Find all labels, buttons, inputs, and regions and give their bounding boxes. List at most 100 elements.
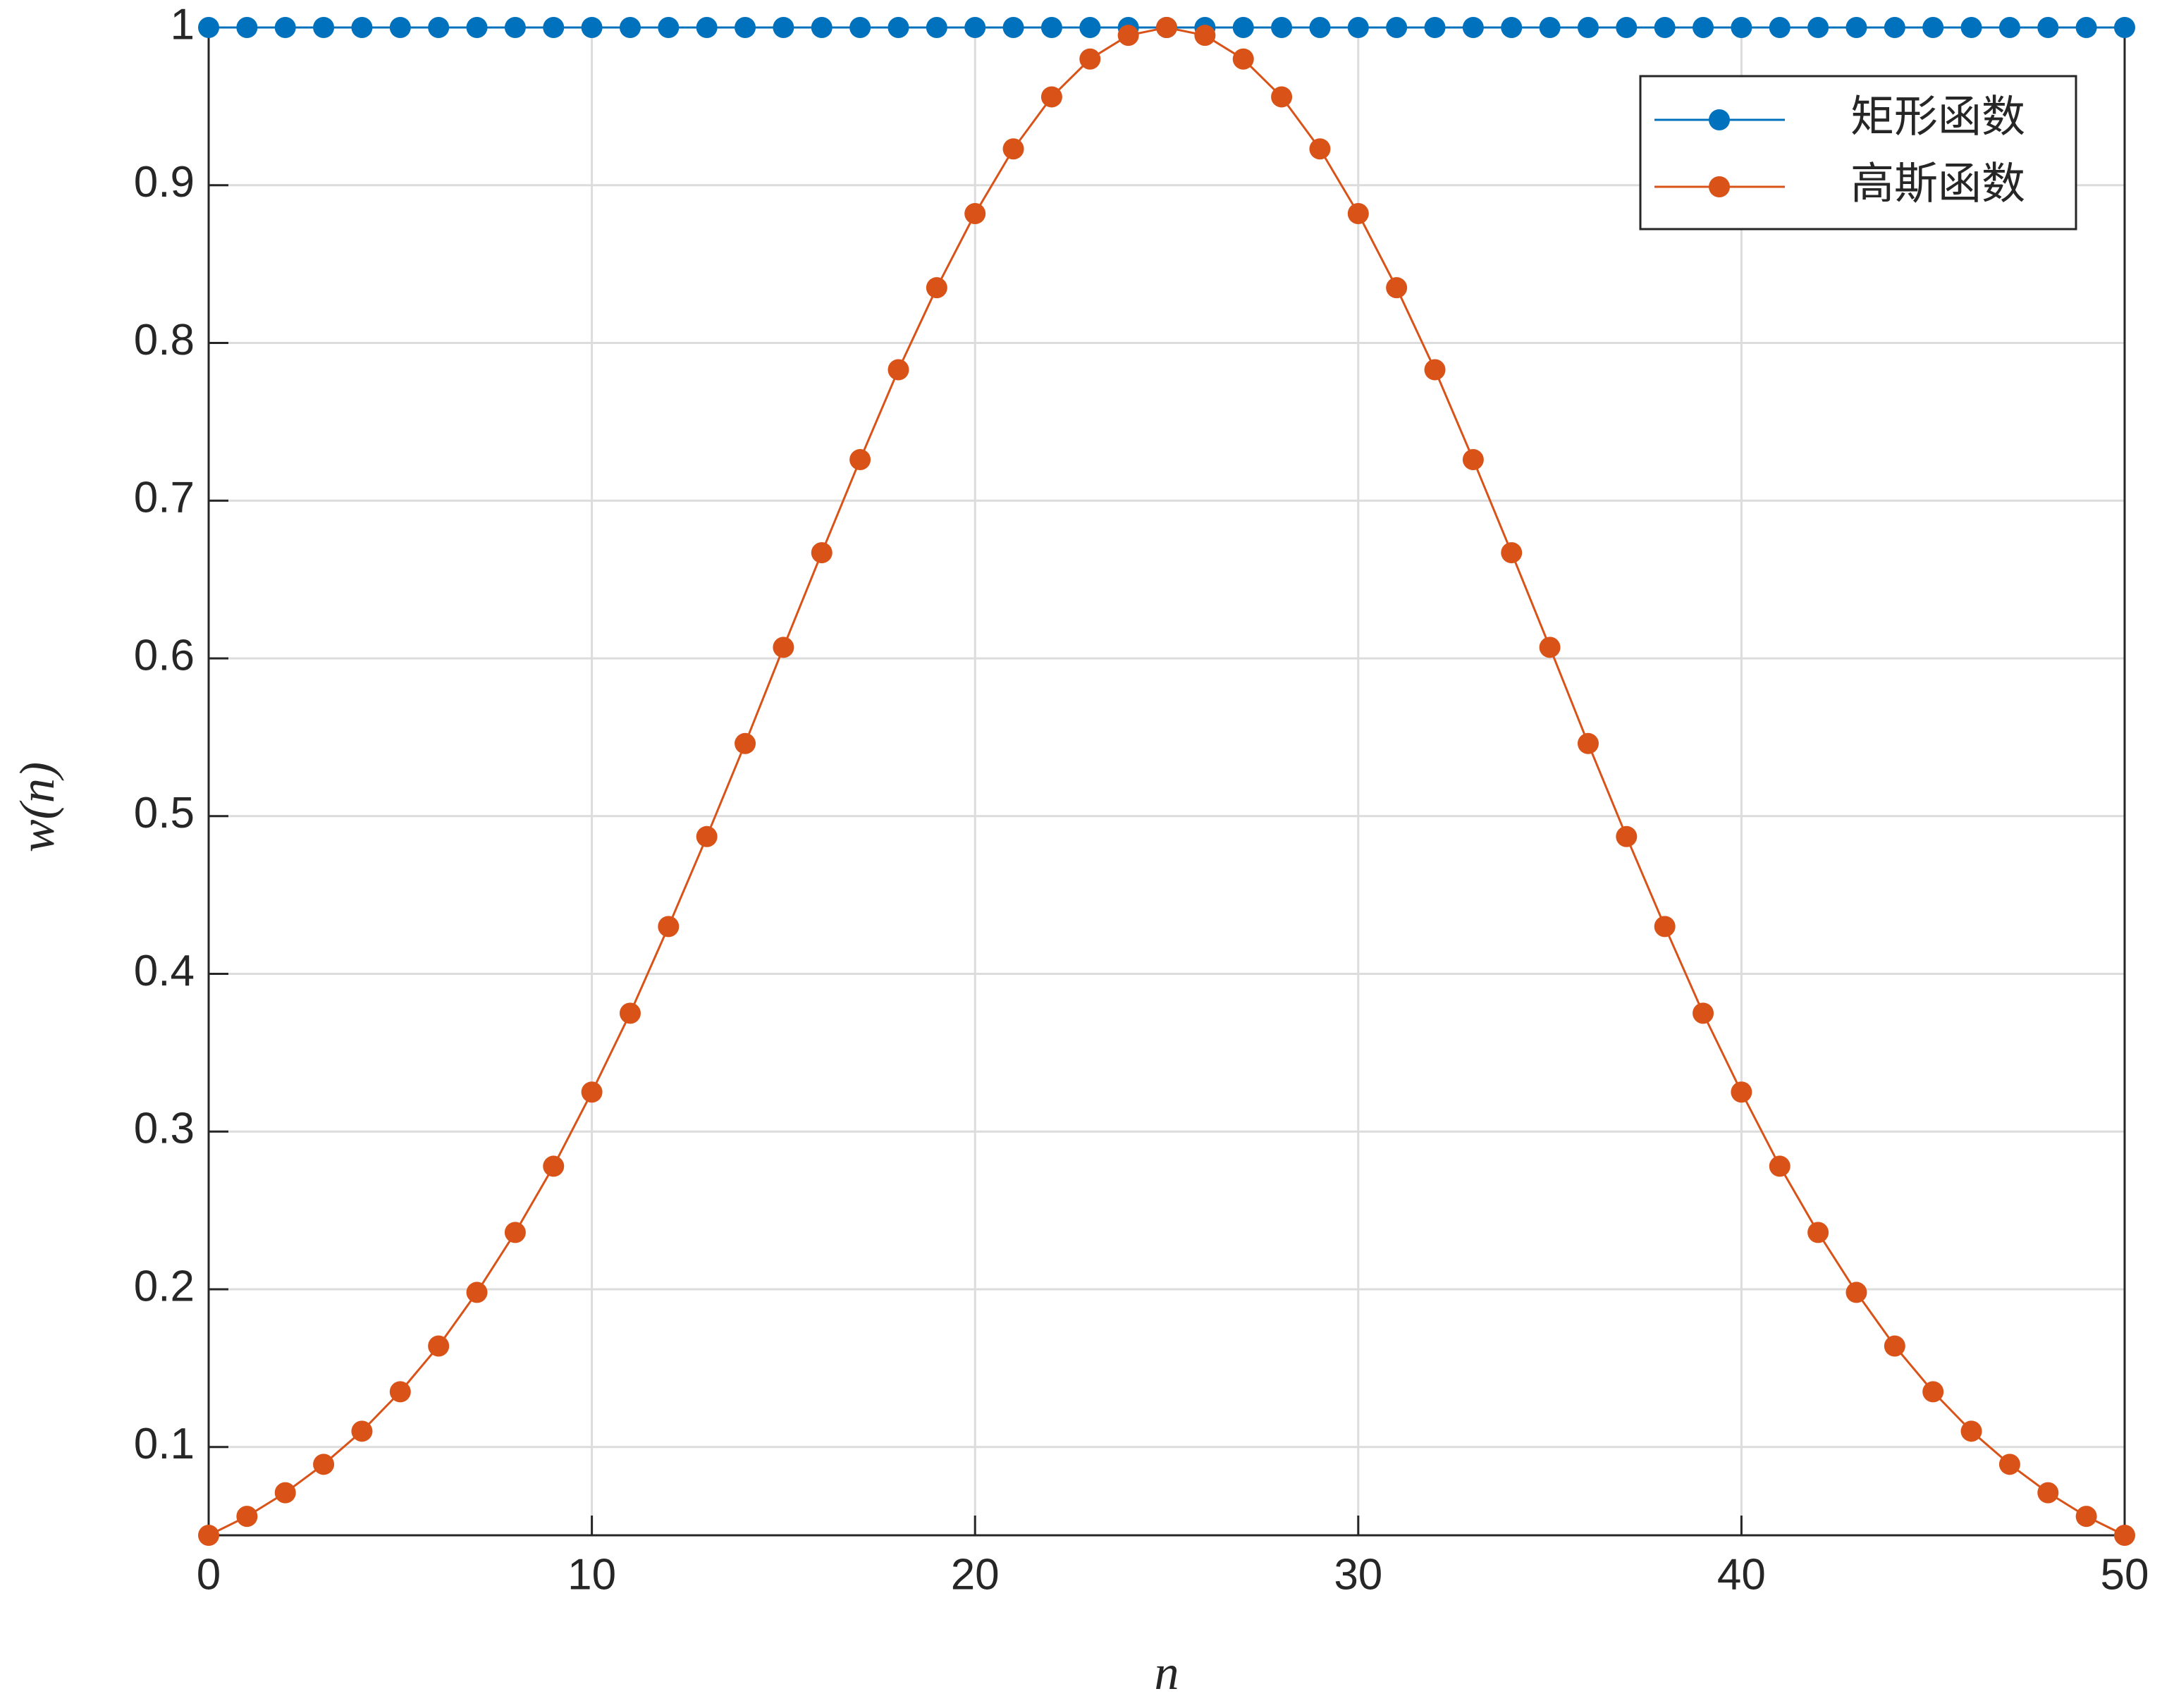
marker	[543, 17, 565, 38]
marker	[389, 17, 411, 38]
marker	[236, 1506, 258, 1528]
marker	[1462, 17, 1484, 38]
legend-box	[1639, 75, 2077, 231]
marker	[1998, 17, 2020, 38]
marker	[581, 17, 603, 38]
marker	[466, 1282, 488, 1303]
marker	[1807, 1222, 1829, 1243]
y-axis-label: w(n)	[11, 762, 65, 852]
y-tick-label: 0.7	[134, 474, 195, 522]
marker	[1845, 1282, 1867, 1303]
marker	[926, 17, 947, 38]
marker	[1769, 17, 1791, 38]
y-tick-label: 1	[171, 0, 195, 49]
legend-marker	[1709, 109, 1730, 130]
marker	[1040, 17, 1062, 38]
marker	[1386, 17, 1408, 38]
marker	[1922, 17, 1944, 38]
marker	[773, 17, 794, 38]
marker	[1998, 1454, 2020, 1475]
marker	[313, 17, 335, 38]
marker	[2075, 17, 2097, 38]
marker	[543, 1155, 565, 1177]
marker	[351, 17, 373, 38]
marker	[1002, 17, 1024, 38]
marker	[313, 1454, 335, 1475]
marker	[619, 17, 641, 38]
marker	[1807, 17, 1829, 38]
legend-label: 矩形函数	[1850, 92, 2025, 141]
marker	[1232, 17, 1254, 38]
x-tick-label: 20	[951, 1550, 1000, 1599]
marker	[1386, 277, 1408, 299]
marker	[198, 17, 219, 38]
marker	[389, 1381, 411, 1403]
marker	[2075, 1506, 2097, 1528]
y-tick-label: 0.5	[134, 789, 195, 837]
marker	[1347, 17, 1369, 38]
marker	[1616, 825, 1638, 847]
marker	[1960, 1420, 1982, 1442]
marker	[619, 1002, 641, 1024]
marker	[1424, 17, 1446, 38]
marker	[1922, 1381, 1944, 1403]
marker	[1079, 48, 1101, 70]
y-tick-label: 0.2	[134, 1262, 195, 1310]
marker	[1960, 17, 1982, 38]
marker	[1232, 48, 1254, 70]
marker	[428, 17, 450, 38]
marker	[696, 17, 718, 38]
marker	[964, 17, 986, 38]
marker	[581, 1081, 603, 1103]
y-tick-label: 0.8	[134, 316, 195, 364]
y-tick-label: 0.1	[134, 1420, 195, 1468]
marker	[1845, 17, 1867, 38]
marker	[1731, 17, 1752, 38]
marker	[1769, 1155, 1791, 1177]
marker	[1731, 1081, 1752, 1103]
marker	[1347, 203, 1369, 225]
marker	[1309, 138, 1331, 160]
marker	[274, 1482, 296, 1504]
marker	[1654, 17, 1676, 38]
marker	[735, 17, 756, 38]
marker	[2037, 17, 2059, 38]
marker	[1271, 86, 1293, 108]
marker	[274, 17, 296, 38]
y-tick-label: 0.6	[134, 631, 195, 680]
marker	[1040, 86, 1062, 108]
x-tick-label: 0	[197, 1550, 221, 1599]
marker	[964, 203, 986, 225]
marker	[1539, 17, 1561, 38]
marker	[811, 542, 833, 564]
y-tick-label: 0.4	[134, 947, 195, 995]
marker	[773, 637, 794, 658]
marker	[1271, 17, 1293, 38]
marker	[466, 17, 488, 38]
marker	[1079, 17, 1101, 38]
marker	[198, 1525, 219, 1546]
marker	[504, 1222, 526, 1243]
marker	[1501, 17, 1523, 38]
marker	[504, 17, 526, 38]
marker	[1539, 637, 1561, 658]
marker	[1693, 17, 1714, 38]
marker	[1884, 17, 1905, 38]
marker	[849, 17, 871, 38]
marker	[1577, 732, 1599, 754]
marker	[658, 916, 680, 938]
y-tick-label: 0.3	[134, 1105, 195, 1153]
marker	[1616, 17, 1638, 38]
marker	[1577, 17, 1599, 38]
x-tick-label: 40	[1717, 1550, 1766, 1599]
marker	[1156, 17, 1177, 38]
marker	[658, 17, 680, 38]
x-tick-label: 50	[2101, 1550, 2149, 1599]
marker	[2114, 17, 2135, 38]
marker	[1501, 542, 1523, 564]
marker	[849, 449, 871, 471]
marker	[1693, 1002, 1714, 1024]
marker	[1654, 916, 1676, 938]
